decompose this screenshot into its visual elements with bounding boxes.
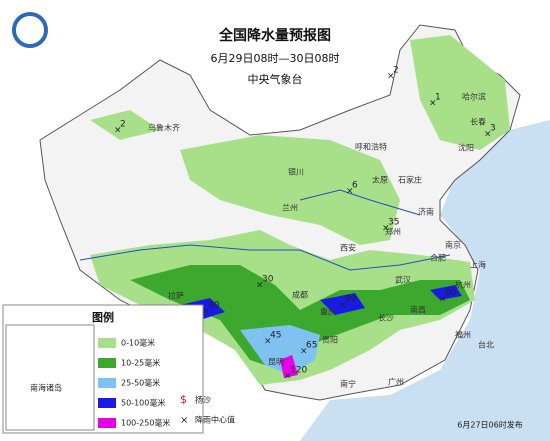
rain-0-10 [410,35,510,150]
city-label: 银川 [288,167,304,177]
center-marker: × [387,72,395,82]
center-marker: × [284,372,292,382]
river [79,244,451,271]
city-label: 重庆 [320,307,336,317]
city-label: 哈尔滨 [462,92,486,102]
river [299,189,421,216]
legend-label: 25-50毫米 [121,378,160,388]
inset-label: 南海诸岛 [30,383,62,393]
center-marker: × [256,281,264,291]
center-marker: × [202,307,210,317]
city-label: 石家庄 [398,175,422,185]
city-label: 郑州 [385,227,401,237]
legend-swatch [98,358,116,368]
center-marker: × [382,224,390,234]
legend-symbol: 降雨中心值 [195,415,235,425]
center-marker: × [346,187,354,197]
period: 6月29日08时—30日08时 [211,52,340,65]
logo [12,12,48,48]
city-label: 南宁 [340,379,356,389]
city-label: 南昌 [410,305,426,315]
city-label: 广州 [388,377,404,387]
center-marker: × [484,130,492,140]
inset-box [5,324,95,431]
center-value: 120 [290,366,307,376]
center-marker: × [439,295,447,305]
legend-title: 图例 [92,310,114,324]
city-label: 西安 [340,243,356,253]
center-marker: × [114,126,122,136]
city-label: 太原 [372,175,388,185]
center-value: 90 [345,295,357,305]
rain-10-25 [130,265,470,370]
sea [300,120,550,441]
city-label: 上海 [470,260,486,270]
sand-icon: $ [180,393,187,406]
legend-label: 100-250毫米 [121,418,170,428]
city-label: 合肥 [430,253,446,263]
rain-50-100 [320,293,365,315]
city-label: 南京 [445,240,461,250]
center-value: 45 [270,331,281,341]
city-label: 沈阳 [458,143,474,153]
center-icon: × [180,415,188,426]
legend-swatch [98,398,116,408]
legend-label: 0-10毫米 [121,338,155,348]
city-label: 济南 [418,207,434,217]
city-label: 乌鲁木齐 [148,123,180,133]
legend-swatch [98,418,116,428]
center-value: 80 [445,289,457,299]
rain-0-10 [180,135,400,245]
center-value: 2 [393,66,399,76]
center-marker: × [300,347,308,357]
issuer: 中央气象台 [248,72,303,86]
center-value: 35 [388,218,399,228]
center-marker: × [339,301,347,311]
footer: 6月27日06时发布 [457,420,522,430]
legend-label: 10-25毫米 [121,358,160,368]
city-label: 台北 [478,340,494,350]
city-label: 福州 [455,331,471,340]
city-label: 成都 [292,290,308,300]
center-value: 90 [208,301,220,311]
city-label: 武汉 [395,275,411,285]
center-marker: × [429,99,437,109]
center-value: 3 [490,124,496,134]
center-value: 30 [262,275,274,285]
city-label: 拉萨 [168,291,184,301]
center-value: 6 [352,181,358,191]
rain-25-50 [240,325,320,375]
title: 全国降水量预报图 [218,27,331,44]
rain-50-100 [430,285,462,300]
city-label: 杭州 [455,280,471,290]
rain-0-10 [90,110,160,140]
legend-swatch [98,378,116,388]
legend-label: 50-100毫米 [121,398,165,408]
city-label: 呼和浩特 [355,142,387,152]
legend-swatch [98,338,116,348]
city-label: 长春 [470,117,486,127]
center-marker: × [264,337,272,347]
city-label: 昆明 [268,358,284,367]
legend-symbol: 扬沙 [195,395,211,405]
center-value: 65 [306,341,317,351]
center-value: 1 [435,93,441,103]
center-value: 2 [120,120,126,130]
city-label: 兰州 [282,203,298,213]
city-label: 长沙 [378,313,394,323]
city-label: 贵阳 [322,335,338,345]
rain-100-250 [280,355,298,378]
